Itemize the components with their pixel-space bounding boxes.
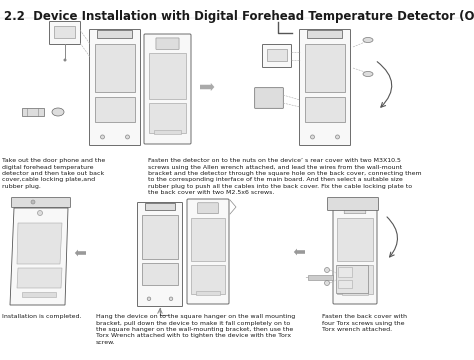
Circle shape — [64, 58, 66, 62]
FancyBboxPatch shape — [198, 203, 219, 214]
Text: cover,cable locking plate,and: cover,cable locking plate,and — [2, 177, 95, 183]
Bar — [191, 217, 225, 261]
Text: rubber plug to push all the cables into the back cover. Fix the cable locking pl: rubber plug to push all the cables into … — [148, 184, 412, 189]
Circle shape — [169, 297, 173, 301]
Text: screws using the Allen wrench attached, and lead the wires from the wall-mount: screws using the Allen wrench attached, … — [148, 165, 402, 170]
Text: Installation is completed.: Installation is completed. — [2, 314, 82, 319]
Text: to the corresponding interface of the main board. And then select a suitable siz: to the corresponding interface of the ma… — [148, 177, 403, 183]
Bar — [142, 215, 178, 258]
Circle shape — [147, 297, 151, 301]
Circle shape — [325, 280, 329, 285]
Text: the back cover with two M2.5x6 screws.: the back cover with two M2.5x6 screws. — [148, 190, 274, 195]
Polygon shape — [17, 268, 62, 288]
FancyArrowPatch shape — [387, 217, 398, 257]
Text: Fasten the detector on to the nuts on the device’ s rear cover with two M3X10.5: Fasten the detector on to the nuts on th… — [148, 158, 401, 163]
Text: the square hanger on the wall-mounting bracket, then use the: the square hanger on the wall-mounting b… — [96, 327, 293, 332]
Bar — [336, 265, 368, 293]
Bar — [267, 49, 287, 62]
Bar — [337, 265, 373, 294]
Text: digital forehead temperature: digital forehead temperature — [2, 165, 93, 170]
FancyArrow shape — [75, 249, 86, 256]
Bar — [142, 263, 178, 285]
FancyBboxPatch shape — [263, 45, 292, 68]
Text: 2.2  Device Installation with Digital Forehead Temperature Detector (Optional): 2.2 Device Installation with Digital For… — [4, 10, 474, 23]
FancyArrow shape — [294, 249, 305, 255]
Circle shape — [126, 135, 129, 139]
FancyBboxPatch shape — [344, 203, 366, 214]
Bar — [337, 217, 373, 261]
FancyBboxPatch shape — [156, 38, 179, 49]
Polygon shape — [10, 208, 68, 305]
FancyBboxPatch shape — [255, 88, 283, 108]
Bar — [196, 291, 220, 295]
Bar — [22, 292, 56, 297]
Text: four Torx screws using the: four Torx screws using the — [322, 320, 404, 325]
Circle shape — [100, 135, 104, 139]
Text: rubber plug.: rubber plug. — [2, 184, 41, 189]
Text: Take out the door phone and the: Take out the door phone and the — [2, 158, 105, 163]
Circle shape — [325, 267, 329, 273]
Bar — [338, 280, 352, 288]
Bar — [342, 291, 368, 295]
Text: Torx wrench attached.: Torx wrench attached. — [322, 327, 392, 332]
Bar — [149, 103, 186, 133]
FancyArrow shape — [200, 83, 214, 91]
Bar — [95, 44, 135, 92]
FancyBboxPatch shape — [333, 199, 377, 304]
Circle shape — [336, 135, 339, 139]
Bar — [308, 30, 343, 38]
FancyBboxPatch shape — [328, 198, 379, 211]
FancyBboxPatch shape — [144, 34, 191, 144]
FancyBboxPatch shape — [137, 202, 182, 306]
Circle shape — [37, 211, 43, 216]
FancyBboxPatch shape — [187, 199, 229, 304]
FancyBboxPatch shape — [300, 30, 350, 145]
Ellipse shape — [52, 108, 64, 116]
Bar — [95, 97, 135, 122]
Bar — [55, 26, 75, 39]
Text: bracket and the detector through the square hole on the back cover, connecting t: bracket and the detector through the squ… — [148, 171, 422, 176]
Ellipse shape — [363, 72, 373, 77]
Text: screw.: screw. — [96, 340, 116, 345]
Bar — [22, 108, 44, 116]
FancyBboxPatch shape — [49, 22, 81, 45]
Bar — [338, 267, 352, 277]
Bar — [308, 275, 333, 280]
FancyArrowPatch shape — [377, 62, 392, 107]
Bar — [145, 203, 175, 210]
Bar — [98, 30, 133, 38]
FancyBboxPatch shape — [11, 198, 71, 207]
Text: detector and then take out back: detector and then take out back — [2, 171, 104, 176]
Ellipse shape — [363, 37, 373, 42]
Bar — [191, 265, 225, 294]
Text: Torx Wrench attached with to tighten the device with the Torx: Torx Wrench attached with to tighten the… — [96, 333, 291, 338]
Circle shape — [31, 200, 35, 204]
Polygon shape — [17, 223, 62, 264]
Bar — [149, 53, 186, 99]
Text: Fasten the back cover with: Fasten the back cover with — [322, 314, 407, 319]
Bar — [154, 130, 181, 134]
Bar — [305, 97, 345, 122]
FancyBboxPatch shape — [90, 30, 140, 145]
Bar — [305, 44, 345, 92]
Circle shape — [310, 135, 315, 139]
Text: Hang the device on to the square hanger on the wall mounting: Hang the device on to the square hanger … — [96, 314, 295, 319]
Text: bracket, pull down the device to make it fall completely on to: bracket, pull down the device to make it… — [96, 320, 290, 325]
